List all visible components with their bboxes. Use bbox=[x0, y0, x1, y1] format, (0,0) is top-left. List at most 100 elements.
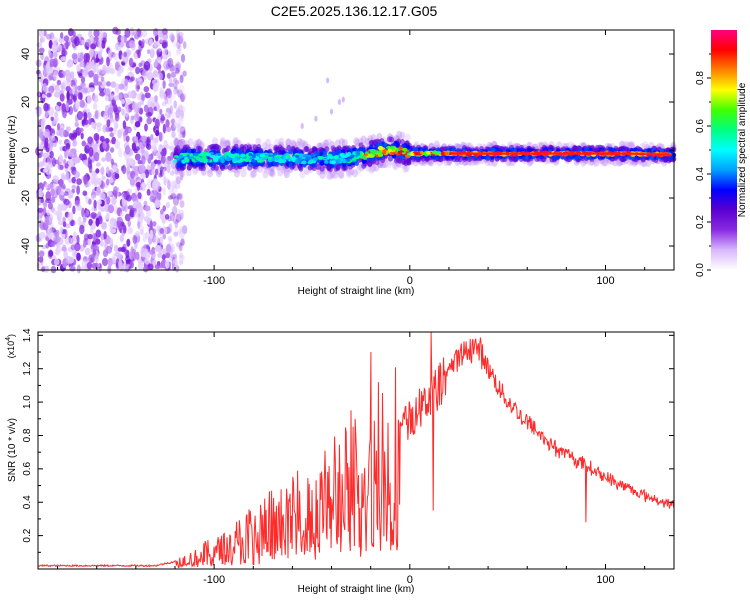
spectrogram-core-point bbox=[386, 146, 391, 149]
spectrogram-noise-point bbox=[58, 139, 62, 145]
snr-y-tick-label: 1.0 bbox=[22, 395, 33, 409]
spectrogram-noise-point bbox=[151, 139, 158, 148]
spectrogram-track-point bbox=[628, 141, 635, 150]
spectrogram-noise-point bbox=[35, 59, 42, 67]
spectrogram-noise-point bbox=[133, 113, 140, 122]
spectrogram-noise-point bbox=[172, 196, 179, 206]
spectrogram-noise-point bbox=[173, 121, 178, 129]
snr-y-ticks: 0.20.40.60.81.01.21.4 bbox=[22, 328, 674, 553]
spectrogram-noise-point bbox=[87, 233, 94, 240]
spectrogram-noise-point bbox=[52, 157, 56, 167]
spectrogram-core-point bbox=[226, 151, 232, 156]
spectrogram-core-point bbox=[332, 160, 336, 165]
spectrogram-noise-point bbox=[120, 35, 125, 43]
spectrogram-core-point bbox=[368, 154, 375, 158]
spectrogram-noise-point bbox=[149, 229, 154, 240]
spectrogram-noise-point bbox=[127, 128, 132, 133]
spectrogram-noise-point bbox=[166, 155, 172, 165]
snr-frame bbox=[37, 331, 675, 570]
spectrogram-noise-point bbox=[170, 71, 177, 78]
spectrogram-y-tick-label: 0 bbox=[20, 147, 32, 153]
spectrogram-noise-point bbox=[81, 259, 87, 267]
spectrogram-noise-point bbox=[83, 175, 88, 185]
spectrogram-noise-point bbox=[154, 199, 161, 208]
spectrogram-noise-point bbox=[79, 153, 84, 161]
spectrogram-noise-point bbox=[71, 184, 77, 190]
spectrogram-noise-point bbox=[41, 122, 45, 132]
spectrogram-noise-point bbox=[182, 129, 186, 138]
spectrogram-noise-point bbox=[65, 143, 71, 150]
spectrogram-noise-point bbox=[37, 212, 42, 219]
spectrogram-noise-point bbox=[41, 93, 46, 99]
spectrogram-noise-point bbox=[114, 251, 120, 257]
spectrogram-noise-point bbox=[60, 32, 64, 39]
spectrogram-noise-point bbox=[175, 48, 182, 56]
spectrogram-noise-point bbox=[170, 123, 176, 132]
spectrogram-noise-point bbox=[154, 60, 159, 68]
spectrogram-noise-point bbox=[90, 121, 95, 129]
spectrogram-x-ticks: -100 0 100 bbox=[57, 30, 646, 287]
spectrogram-noise-point bbox=[177, 123, 181, 128]
spectrogram-noise-point bbox=[118, 262, 125, 272]
spectrogram-noise-point bbox=[94, 255, 99, 263]
spectrogram-noise-point bbox=[154, 118, 160, 129]
spectrogram-noise-point bbox=[168, 78, 172, 83]
spectrogram-noise-point bbox=[63, 191, 69, 196]
spectrogram-y-tick-label: -20 bbox=[20, 190, 32, 206]
colorbar-label: Normalized spectral amplitude bbox=[737, 82, 748, 217]
spectrogram-noise-point bbox=[109, 132, 114, 138]
spectrogram-track-point bbox=[337, 170, 344, 179]
spectrogram-track-point bbox=[190, 148, 195, 154]
spectrogram-noise-point bbox=[167, 57, 174, 68]
spectrogram-noise-point bbox=[77, 85, 82, 91]
spectrogram-noise-point bbox=[152, 145, 157, 153]
spectrogram-noise-point bbox=[91, 222, 97, 230]
spectrogram-noise-point bbox=[140, 135, 147, 142]
spectrogram-noise-point bbox=[101, 175, 106, 181]
spectrogram-track-point bbox=[272, 161, 278, 167]
spectrogram-noise-point bbox=[165, 119, 170, 128]
spectrogram-noise-point bbox=[125, 259, 131, 265]
spectrogram-core-point bbox=[258, 159, 265, 163]
spectrogram-noise-point bbox=[46, 92, 52, 98]
spectrogram-noise-point bbox=[178, 209, 185, 218]
spectrogram-noise-point bbox=[92, 232, 96, 243]
spectrogram-noise-point bbox=[103, 110, 109, 116]
spectrogram-noise-point bbox=[171, 131, 176, 139]
spectrogram-noise-point bbox=[45, 191, 52, 202]
spectrogram-noise-point bbox=[101, 31, 107, 38]
spectrogram-noise-point bbox=[40, 51, 45, 61]
spectrogram-track-point bbox=[224, 160, 230, 165]
spectrogram-track-point bbox=[355, 166, 362, 175]
spectrogram-track-point bbox=[232, 137, 239, 146]
spectrogram-core-point bbox=[297, 156, 303, 161]
spectrogram-noise-point bbox=[96, 186, 101, 194]
spectrogram-noise-point bbox=[124, 213, 131, 222]
spectrogram-noise-point bbox=[71, 85, 76, 94]
spectrogram-noise-point bbox=[60, 56, 67, 61]
spectrogram-noise-point bbox=[83, 53, 89, 63]
spectrogram-track-point bbox=[600, 158, 607, 167]
spectrogram-noise-point bbox=[95, 217, 100, 227]
spectrogram-noise-point bbox=[43, 115, 47, 123]
spectrogram-track-point bbox=[176, 162, 181, 168]
spectrogram-noise-point bbox=[95, 238, 101, 245]
spectrogram-noise-point bbox=[83, 159, 88, 165]
spectrogram-noise-point bbox=[122, 120, 127, 130]
spectrogram-track-point bbox=[299, 139, 305, 148]
spectrogram-core-point bbox=[312, 157, 318, 162]
spectrogram-noise-point bbox=[177, 192, 184, 200]
spectrogram-noise-point bbox=[120, 246, 126, 253]
spectrogram-noise-point bbox=[129, 177, 136, 186]
spectrogram-noise-point bbox=[149, 48, 155, 59]
spectrogram-noise-point bbox=[140, 145, 145, 154]
spectrogram-noise-point bbox=[152, 83, 159, 92]
spectrogram-noise-point bbox=[78, 127, 84, 133]
spectrogram-noise-point bbox=[51, 43, 57, 53]
spectrogram-noise-point bbox=[55, 185, 62, 195]
spectrogram-noise-point bbox=[44, 128, 51, 138]
spectrogram-noise-point bbox=[52, 175, 59, 183]
spectrogram-noise-point bbox=[95, 229, 102, 238]
spectrogram-track-point bbox=[326, 138, 333, 147]
